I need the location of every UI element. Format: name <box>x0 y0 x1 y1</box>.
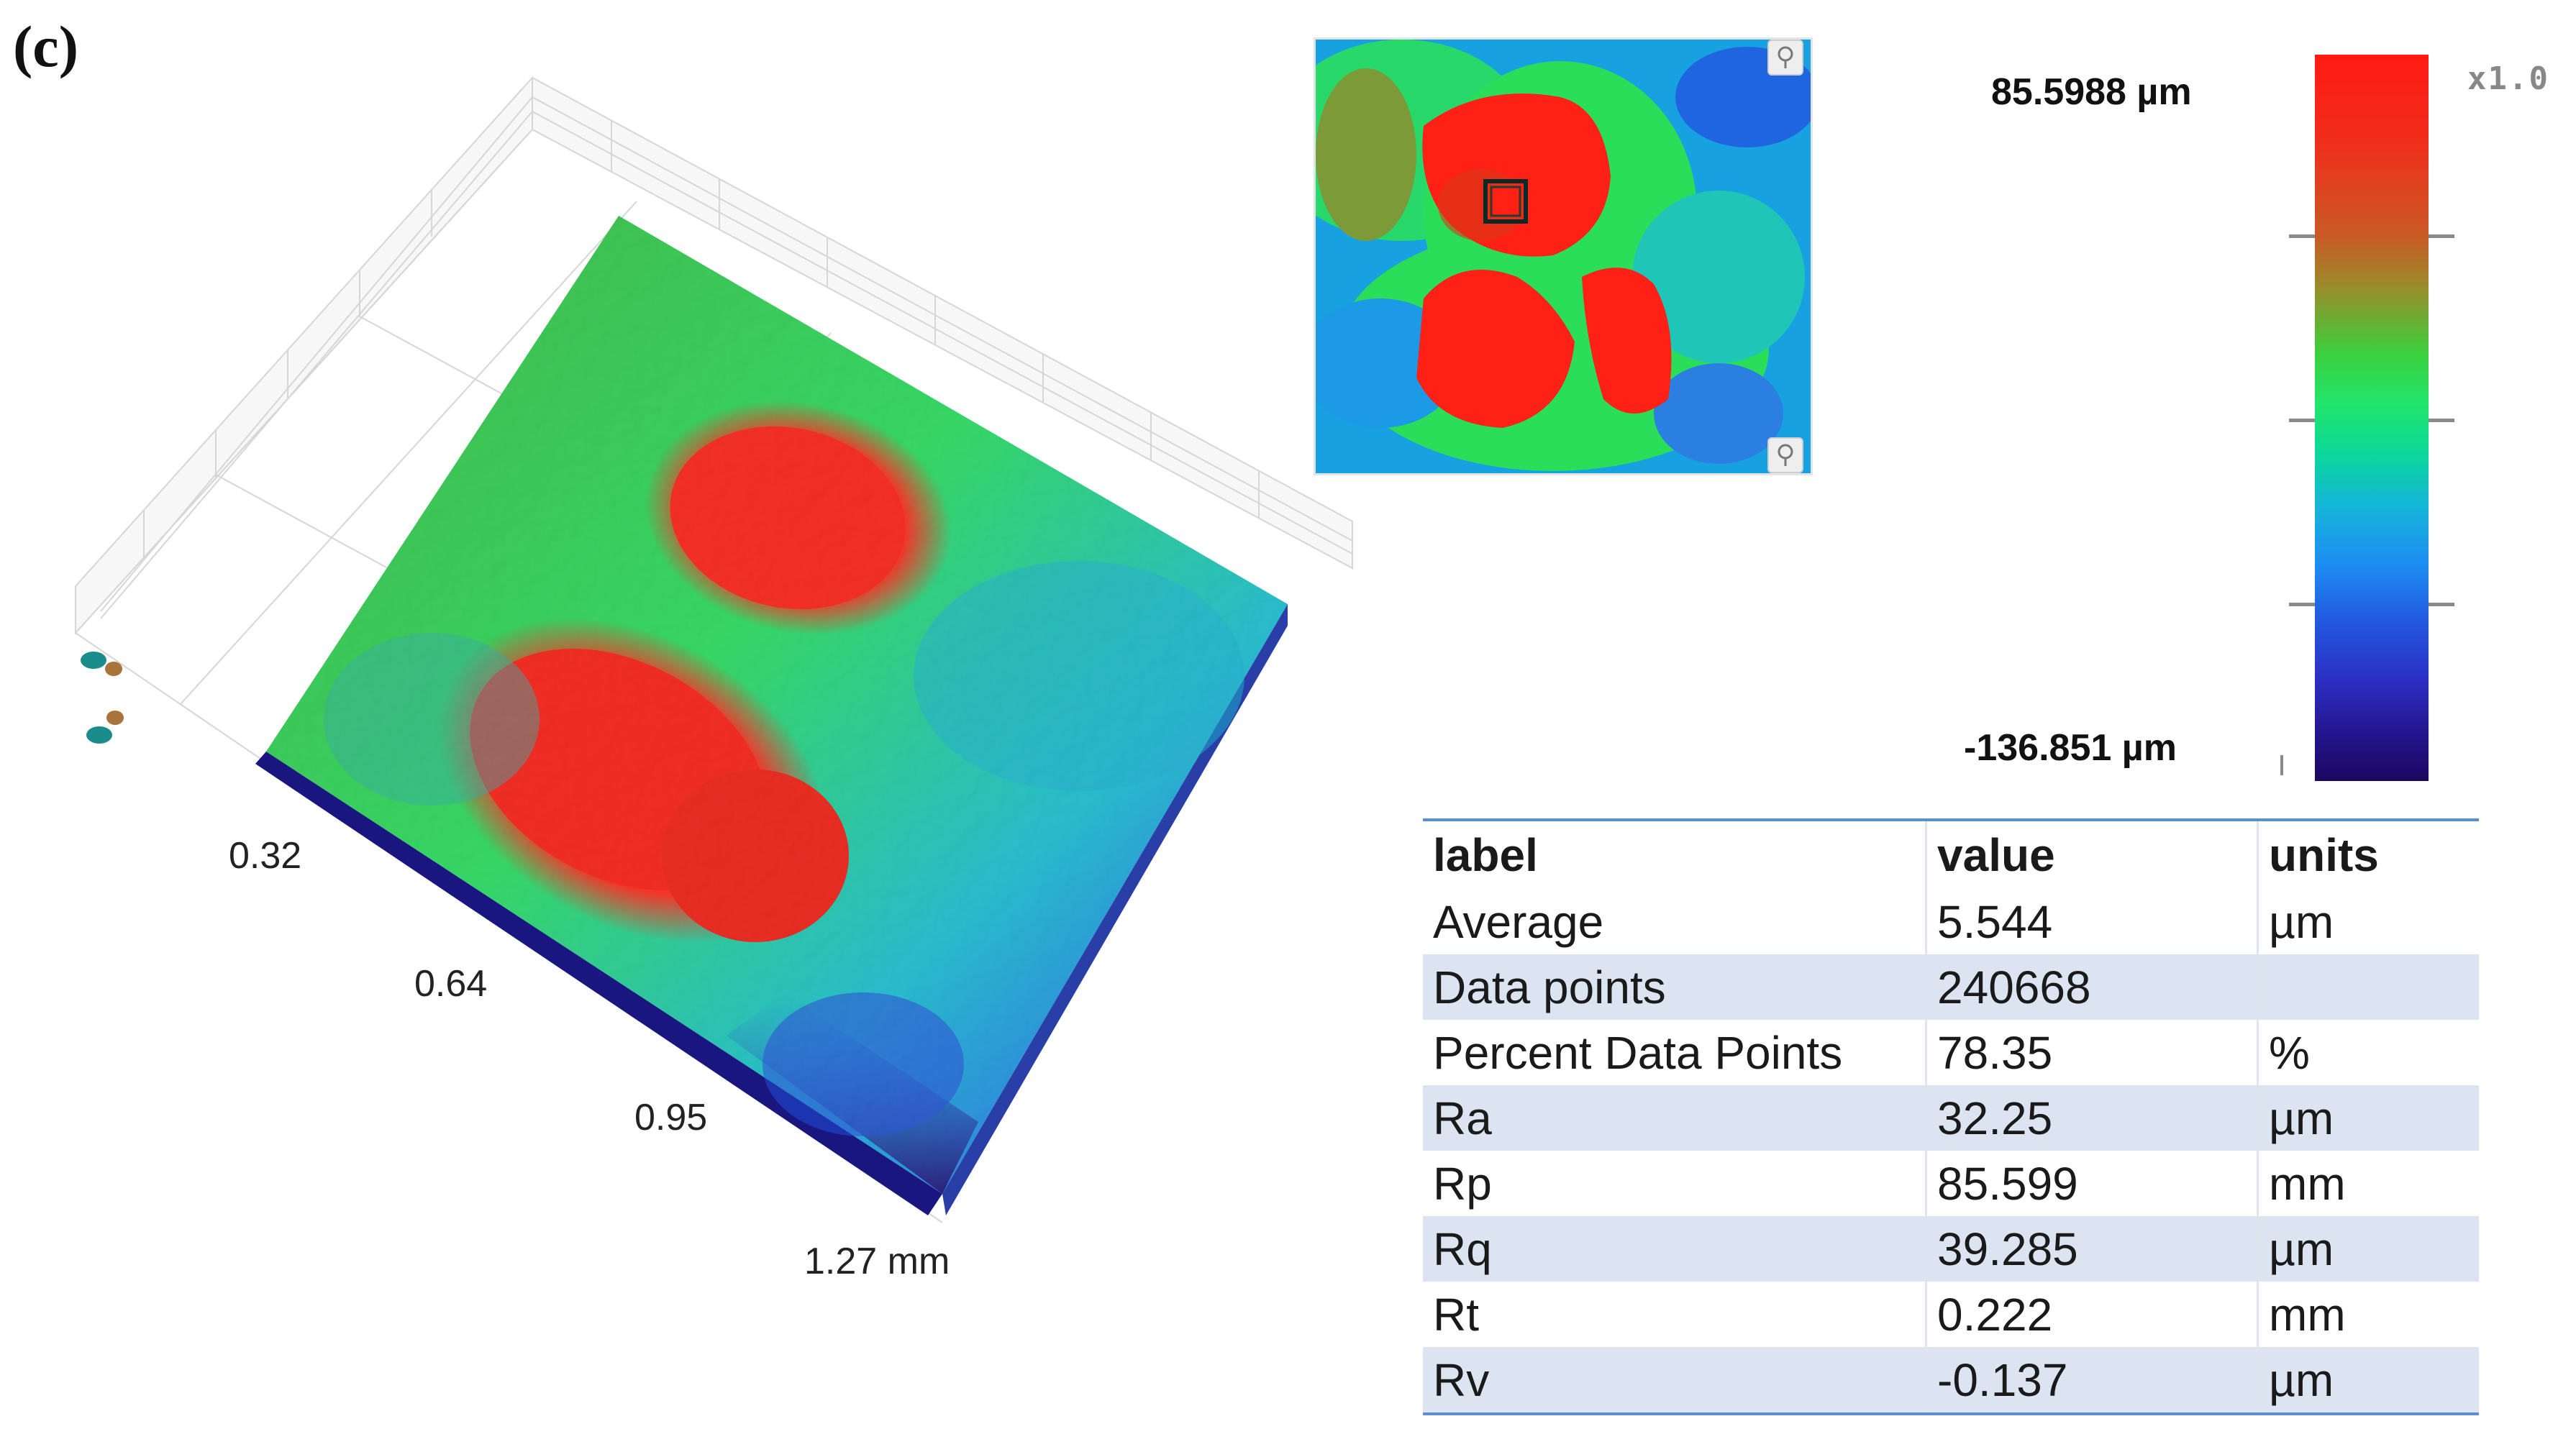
row-value: 240668 <box>1926 954 2259 1020</box>
table-row: Rt 0.222 mm <box>1423 1282 2479 1347</box>
scale-tick <box>2289 419 2315 422</box>
pin-icon[interactable] <box>1767 40 1803 76</box>
surface-3d-canvas <box>75 76 1353 1223</box>
row-label: Rp <box>1423 1151 1927 1216</box>
row-units <box>2257 954 2479 1020</box>
column-header-label: label <box>1423 820 1927 889</box>
roughness-stats-table: label value units Average 5.544 µm Data … <box>1423 818 2479 1415</box>
row-value: 0.222 <box>1926 1282 2259 1347</box>
scale-tick <box>2289 603 2315 606</box>
table-row: Rp 85.599 mm <box>1423 1151 2479 1216</box>
axis-tick-3: 0.95 <box>634 1097 708 1138</box>
row-value: 39.285 <box>1926 1216 2259 1282</box>
selection-marker <box>1483 179 1528 224</box>
scale-tick <box>2429 419 2454 422</box>
zoom-level[interactable]: x1.0 <box>2467 60 2549 97</box>
table-row: Percent Data Points 78.35 % <box>1423 1020 2479 1085</box>
row-units: µm <box>2257 1085 2479 1151</box>
axis-tick-1: 0.32 <box>229 835 302 877</box>
pin-icon[interactable] <box>1767 437 1803 473</box>
scale-tick <box>2429 234 2454 238</box>
height-map-canvas <box>1316 40 1811 473</box>
scale-tick <box>2289 234 2315 238</box>
row-units: mm <box>2257 1151 2479 1216</box>
row-label: Data points <box>1423 954 1927 1020</box>
table-row: Data points 240668 <box>1423 954 2479 1020</box>
row-value: 78.35 <box>1926 1020 2259 1085</box>
axis-tick-4: 1.27 mm <box>804 1241 950 1282</box>
panel-label: (c) <box>13 14 79 79</box>
row-label: Rv <box>1423 1347 1927 1414</box>
scale-tick <box>2429 603 2454 606</box>
row-units: µm <box>2257 1216 2479 1282</box>
row-units: mm <box>2257 1282 2479 1347</box>
row-value: -0.137 <box>1926 1347 2259 1414</box>
row-units: µm <box>2257 889 2479 954</box>
table-row: Average 5.544 µm <box>1423 889 2479 954</box>
row-label: Ra <box>1423 1085 1927 1151</box>
table-row: Rv -0.137 µm <box>1423 1347 2479 1414</box>
row-label: Average <box>1423 889 1927 954</box>
row-label: Rq <box>1423 1216 1927 1282</box>
table-row: Rq 39.285 µm <box>1423 1216 2479 1282</box>
column-header-value: value <box>1926 820 2259 889</box>
row-label: Rt <box>1423 1282 1927 1347</box>
orientation-markers[interactable] <box>81 652 124 744</box>
column-header-units: units <box>2257 820 2479 889</box>
surface-3d-view[interactable]: 0.32 0.64 0.95 1.27 mm <box>0 0 1367 1366</box>
row-value: 32.25 <box>1926 1085 2259 1151</box>
table-row: Ra 32.25 µm <box>1423 1085 2479 1151</box>
row-value: 85.599 <box>1926 1151 2259 1216</box>
surface-mesh <box>255 216 1288 1215</box>
color-scale-bar[interactable] <box>2315 55 2429 781</box>
scale-tick <box>2280 755 2283 775</box>
row-value: 5.544 <box>1926 889 2259 954</box>
axis-tick-2: 0.64 <box>414 963 488 1005</box>
row-units: % <box>2257 1020 2479 1085</box>
row-units: µm <box>2257 1347 2479 1414</box>
row-label: Percent Data Points <box>1423 1020 1927 1085</box>
table-header-row: label value units <box>1423 820 2479 889</box>
scale-max-label: 85.5988 µm <box>1991 71 2192 113</box>
height-map-preview[interactable] <box>1314 37 1813 475</box>
scale-min-label: -136.851 µm <box>1964 727 2177 769</box>
